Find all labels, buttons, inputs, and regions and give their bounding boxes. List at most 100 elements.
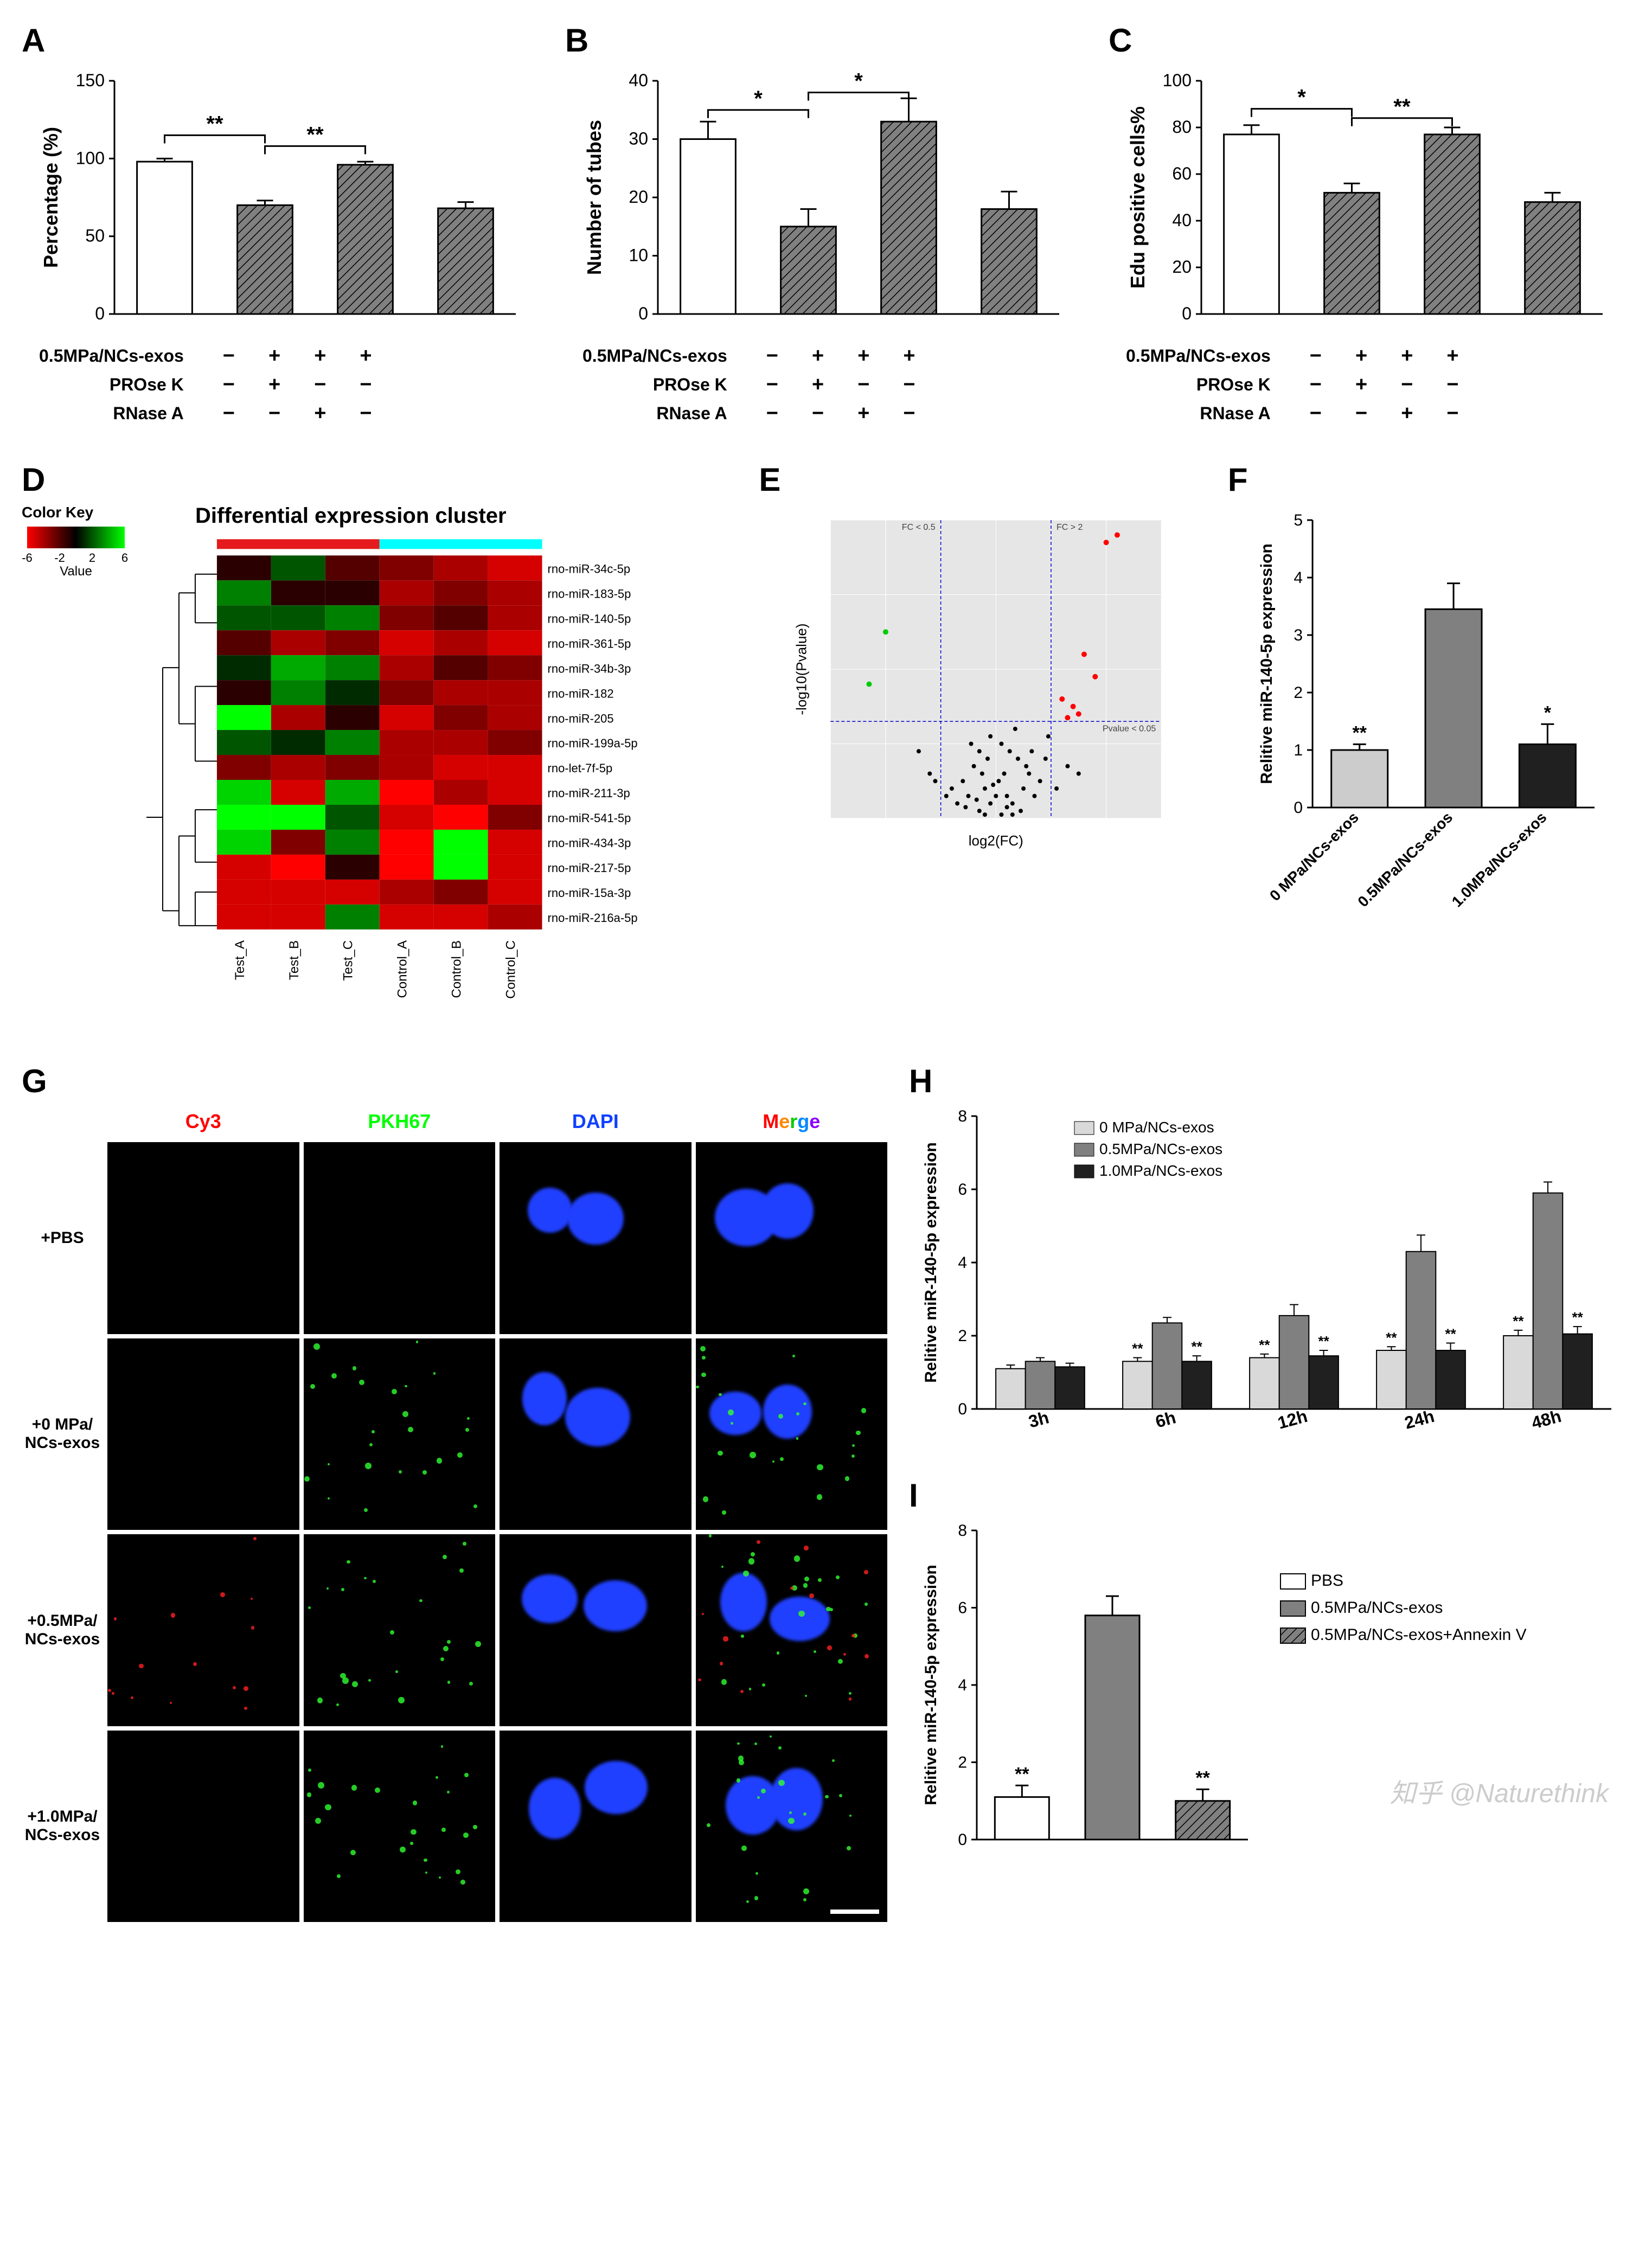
svg-text:0 MPa/NCs-exos: 0 MPa/NCs-exos xyxy=(1099,1119,1214,1136)
panel-b-chart: 010203040Number of tubes** xyxy=(565,65,1087,336)
svg-text:Value: Value xyxy=(60,564,92,579)
svg-text:Test_B: Test_B xyxy=(287,940,302,980)
micro-cell xyxy=(304,1338,496,1530)
micro-cell xyxy=(304,1142,496,1334)
svg-text:Pvalue < 0.05: Pvalue < 0.05 xyxy=(1103,724,1156,733)
svg-text:**: ** xyxy=(1445,1326,1456,1342)
svg-text:rno-miR-183-5p: rno-miR-183-5p xyxy=(548,587,631,600)
panel-b-treatments: 0.5MPa/NCs-exos−+++PROse K−+−−RNase A−−+… xyxy=(565,341,933,428)
volcano-plot: FC < 0.5FC > 2Pvalue < 0.05log2(FC)-log1… xyxy=(759,504,1206,856)
svg-text:0: 0 xyxy=(958,1400,967,1418)
svg-text:6h: 6h xyxy=(1153,1407,1177,1431)
svg-text:0: 0 xyxy=(638,304,648,323)
panel-i-chart: 02468Relitive miR-140-5p expressionPBS0.… xyxy=(909,1520,1630,1872)
panel-a-chart: 050100150Percentage (%)**** xyxy=(22,65,543,336)
micro-cell xyxy=(304,1731,496,1923)
svg-text:**: ** xyxy=(1386,1329,1397,1345)
micro-cell xyxy=(500,1338,691,1530)
svg-text:*: * xyxy=(854,69,863,93)
panel-h: H 02468Relitive miR-140-5p expression0 M… xyxy=(909,1062,1630,1460)
svg-text:48h: 48h xyxy=(1529,1406,1564,1433)
svg-text:0.5MPa/NCs-exos: 0.5MPa/NCs-exos xyxy=(1354,809,1456,910)
svg-text:4: 4 xyxy=(1294,569,1303,587)
svg-text:Control_A: Control_A xyxy=(395,940,410,998)
svg-text:Percentage (%): Percentage (%) xyxy=(40,127,62,268)
panel-c-chart: 020406080100Edu positive cells%*** xyxy=(1109,65,1630,336)
svg-text:6: 6 xyxy=(958,1599,967,1617)
svg-text:Control_B: Control_B xyxy=(450,940,464,998)
svg-text:*: * xyxy=(754,87,763,111)
svg-text:Control_C: Control_C xyxy=(504,940,518,999)
panel-h-chart: 02468Relitive miR-140-5p expression0 MPa… xyxy=(909,1105,1630,1458)
micro-col-header: PKH67 xyxy=(304,1105,496,1138)
svg-text:FC > 2: FC > 2 xyxy=(1056,523,1083,532)
svg-text:Relitive miR-140-5p expression: Relitive miR-140-5p expression xyxy=(922,1565,940,1805)
svg-text:20: 20 xyxy=(1172,257,1192,277)
panel-d: D Color Key -6-226Value Differential exp… xyxy=(22,461,737,1030)
svg-text:Edu positive cells%: Edu positive cells% xyxy=(1126,106,1149,289)
panel-g-label: G xyxy=(22,1062,47,1100)
svg-text:**: ** xyxy=(1191,1338,1202,1355)
panel-a: A 050100150Percentage (%)**** 0.5MPa/NCs… xyxy=(22,22,543,428)
svg-text:1.0MPa/NCs-exos: 1.0MPa/NCs-exos xyxy=(1449,809,1550,910)
svg-text:4: 4 xyxy=(958,1254,967,1272)
svg-text:**: ** xyxy=(1393,95,1411,119)
svg-text:rno-miR-434-3p: rno-miR-434-3p xyxy=(548,836,631,850)
svg-text:2: 2 xyxy=(89,551,95,565)
svg-text:rno-miR-217-5p: rno-miR-217-5p xyxy=(548,861,631,875)
panel-f-label: F xyxy=(1228,461,1630,498)
panel-f-chart: 012345Relitive miR-140-5p expression**0 … xyxy=(1228,504,1630,949)
svg-text:100: 100 xyxy=(76,148,105,168)
svg-text:**: ** xyxy=(1352,722,1367,743)
svg-text:150: 150 xyxy=(76,71,105,90)
svg-text:PBS: PBS xyxy=(1311,1572,1343,1590)
svg-text:0.5MPa/NCs-exos: 0.5MPa/NCs-exos xyxy=(1311,1599,1443,1617)
svg-text:rno-miR-140-5p: rno-miR-140-5p xyxy=(548,612,631,625)
svg-text:2: 2 xyxy=(958,1327,967,1345)
svg-text:**: ** xyxy=(1513,1313,1524,1329)
svg-text:**: ** xyxy=(1015,1764,1029,1784)
micro-cell xyxy=(304,1534,496,1726)
svg-text:Test_A: Test_A xyxy=(233,940,247,980)
svg-text:*: * xyxy=(1544,702,1552,723)
svg-text:100: 100 xyxy=(1163,71,1192,90)
svg-text:**: ** xyxy=(206,112,223,136)
svg-text:30: 30 xyxy=(629,129,648,149)
micro-col-header: Merge xyxy=(696,1105,888,1138)
svg-text:8: 8 xyxy=(958,1522,967,1540)
svg-text:rno-miR-361-5p: rno-miR-361-5p xyxy=(548,637,631,650)
panel-b-label: B xyxy=(565,22,1087,59)
panel-c-label: C xyxy=(1109,22,1630,59)
panel-b: B 010203040Number of tubes** 0.5MPa/NCs-… xyxy=(565,22,1087,428)
micro-row-header: +0 MPa/NCs-exos xyxy=(22,1338,103,1530)
panel-a-label: A xyxy=(22,22,543,59)
panel-f: F 012345Relitive miR-140-5p expression**… xyxy=(1228,461,1630,1030)
panel-e-label: E xyxy=(759,461,1206,498)
microscopy-grid: Cy3PKH67DAPIMerge+PBS+0 MPa/NCs-exos+0.5… xyxy=(22,1105,887,1922)
panel-a-treatments: 0.5MPa/NCs-exos−+++PROse K−+−−RNase A−−+… xyxy=(22,341,389,428)
svg-text:40: 40 xyxy=(1172,210,1192,230)
svg-text:2: 2 xyxy=(958,1754,967,1772)
svg-text:6: 6 xyxy=(958,1181,967,1199)
panel-c: C 020406080100Edu positive cells%*** 0.5… xyxy=(1109,22,1630,428)
svg-text:4: 4 xyxy=(958,1676,967,1694)
svg-text:40: 40 xyxy=(629,71,648,90)
svg-text:-log10(Pvalue): -log10(Pvalue) xyxy=(793,623,810,715)
micro-col-header: Cy3 xyxy=(107,1105,299,1138)
svg-text:rno-miR-541-5p: rno-miR-541-5p xyxy=(548,811,631,825)
svg-text:2: 2 xyxy=(1294,684,1303,702)
svg-text:rno-miR-34b-3p: rno-miR-34b-3p xyxy=(548,662,631,675)
color-key: Color Key -6-226Value xyxy=(22,504,141,1030)
svg-text:6: 6 xyxy=(121,551,128,565)
heatmap-title: Differential expression cluster xyxy=(195,504,737,528)
svg-text:FC < 0.5: FC < 0.5 xyxy=(902,523,936,532)
svg-text:rno-miR-199a-5p: rno-miR-199a-5p xyxy=(548,736,638,750)
panel-i: I 02468Relitive miR-140-5p expressionPBS… xyxy=(909,1477,1630,1875)
svg-text:rno-miR-182: rno-miR-182 xyxy=(548,687,614,700)
panel-c-treatments: 0.5MPa/NCs-exos−+++PROse K−+−−RNase A−−+… xyxy=(1109,341,1476,428)
svg-text:20: 20 xyxy=(629,187,648,207)
micro-cell xyxy=(696,1731,888,1923)
watermark: 知乎 @Naturethink xyxy=(1390,1772,1609,1810)
svg-text:**: ** xyxy=(1132,1341,1143,1357)
svg-text:1.0MPa/NCs-exos: 1.0MPa/NCs-exos xyxy=(1099,1162,1222,1179)
